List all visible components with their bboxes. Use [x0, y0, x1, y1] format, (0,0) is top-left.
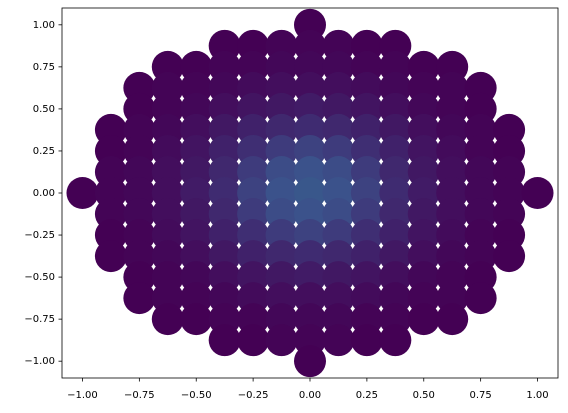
y-tick-label: −0.75 — [24, 314, 55, 325]
point — [66, 177, 99, 209]
x-tick-label: −0.50 — [181, 390, 212, 401]
point — [151, 303, 184, 336]
x-tick-label: 0.25 — [356, 390, 378, 401]
y-tick-label: 0.00 — [33, 188, 55, 199]
y-tick-label: 1.00 — [33, 20, 55, 31]
plot-area — [66, 8, 554, 378]
y-tick-label: 0.75 — [33, 62, 55, 73]
y-tick-label: −0.50 — [24, 272, 55, 283]
point — [265, 324, 298, 357]
x-tick-label: 1.00 — [526, 390, 548, 401]
x-tick-label: −0.75 — [124, 390, 155, 401]
point — [493, 240, 526, 273]
point — [123, 282, 156, 315]
y-tick-label: 0.50 — [33, 104, 55, 115]
y-tick-label: 0.25 — [33, 146, 55, 157]
point — [350, 324, 383, 357]
point — [322, 324, 355, 357]
x-tick-label: −1.00 — [67, 390, 98, 401]
point — [237, 324, 270, 357]
point — [407, 303, 440, 336]
x-tick-label: 0.50 — [413, 390, 435, 401]
point — [521, 177, 554, 209]
x-tick-label: 0.00 — [299, 390, 321, 401]
y-tick-label: −1.00 — [24, 356, 55, 367]
point — [208, 324, 241, 357]
point — [464, 282, 497, 315]
x-tick-label: 0.75 — [470, 390, 492, 401]
point — [436, 303, 469, 336]
point — [94, 240, 127, 273]
point — [180, 303, 213, 336]
y-tick-label: −0.25 — [24, 230, 55, 241]
x-tick-label: −0.25 — [238, 390, 269, 401]
point — [294, 345, 326, 378]
point — [379, 324, 412, 357]
